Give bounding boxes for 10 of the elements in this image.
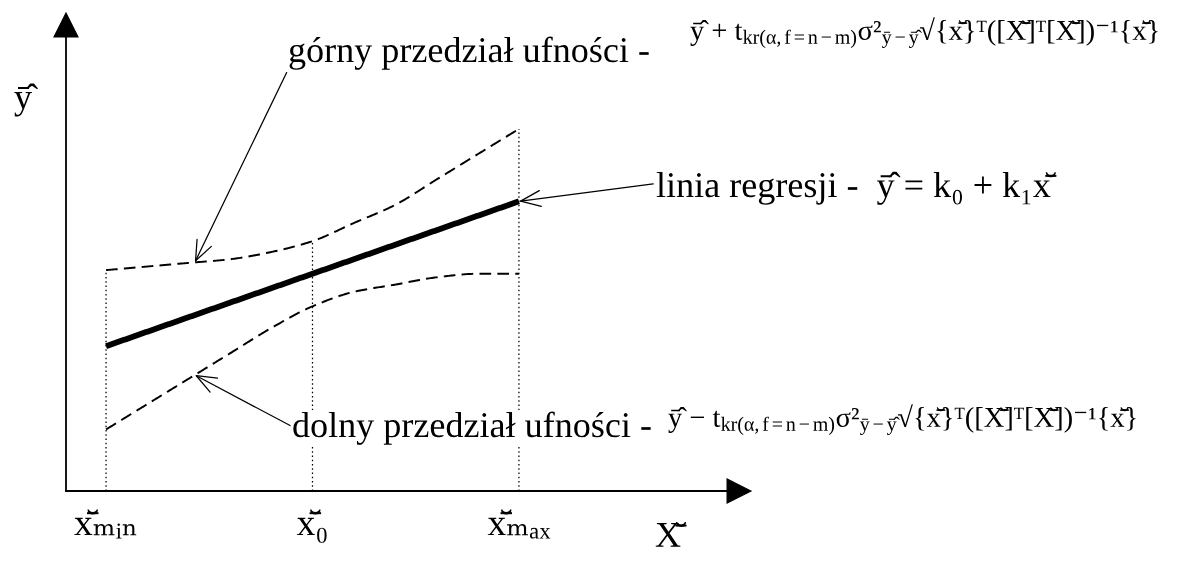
x-tick-label: x̆̄ₘₐₓ — [487, 509, 551, 539]
x-tick-label: x̆̄ₘᵢₙ — [74, 509, 137, 539]
y-axis-title: ȳ̂ — [14, 83, 38, 117]
x-tick-label: x̆̄₀ — [296, 509, 327, 543]
text: górny przedział ufności - — [289, 36, 649, 70]
text: ȳ̂ − t$_{kr(α,f=n−m)}$σ²$_{ȳ−ȳ̂}$√{x̆̄}ᵀ([X̆̄]ᵀ[X̆̄])⁻¹{x̆̄} — [668, 404, 1136, 435]
text: ȳ̂ + t$_{kr(α,f=n−m)}$σ²$_{ȳ−ȳ̂}$√{x̆̄}ᵀ([X̆̄]ᵀ[X̆̄])⁻¹{x̆̄} — [690, 17, 1158, 48]
annotation: dolny przedział ufności - — [293, 411, 651, 445]
text: linia regresji - ȳ̂ = k₀ + k₁x̆̄ — [656, 171, 1057, 205]
x-axis-title: X̆̄ — [655, 522, 687, 547]
